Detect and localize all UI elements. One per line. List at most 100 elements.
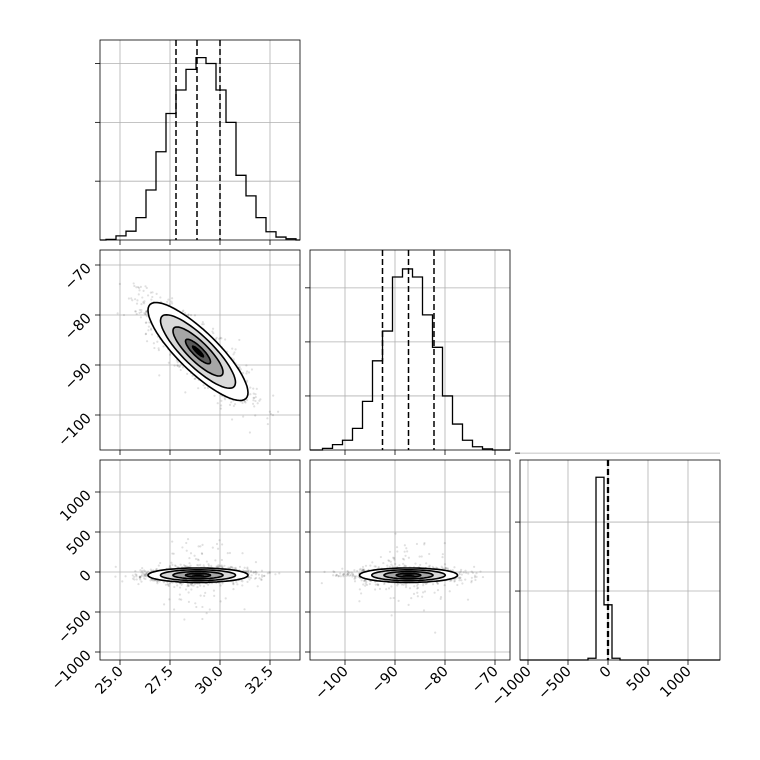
scatter-point [159,561,162,565]
scatter-point [470,581,473,584]
scatter-point [201,552,204,556]
scatter-point [147,325,151,328]
scatter-panel-2: −100 −90 −80 −70 [305,459,511,703]
scatter-point [145,310,148,313]
scatter-point [268,571,271,575]
scatter-point [230,566,234,569]
scatter-point [223,396,226,399]
scatter-point [392,596,395,600]
scatter-point [150,333,154,336]
scatter-point [133,575,136,578]
scatter-point [114,565,117,568]
scatter-point [224,597,227,600]
scatter-point [156,582,159,585]
scatter-point [471,571,475,574]
scatter-point [190,588,193,591]
scatter-point [143,573,146,576]
scatter-point [333,570,336,574]
hist-frame-0 [99,39,301,241]
scatter-point [139,316,143,319]
scatter-point [150,327,153,330]
scatter-point [416,586,420,589]
scatter-point [219,600,222,603]
scatter-point [159,296,162,299]
scatter-point [140,571,143,574]
scatter-point [136,299,139,302]
scatter-point [423,543,426,546]
scatter-point [146,570,150,573]
scatter-point [379,555,382,559]
hist-2-xtick-label-2: 0 [597,664,615,682]
scatter-point [170,300,173,303]
scatter-point [403,544,406,547]
scatter-point [332,574,335,577]
scatter-point [458,573,461,576]
scatter-point [346,573,349,576]
scatter-point [353,569,356,572]
scatter-point [349,573,352,577]
scatter-point [428,552,431,556]
scatter-point [145,321,148,324]
scatter-point [221,582,224,585]
scatter-point [260,578,263,582]
scatter-point [206,386,210,390]
scatter-point [133,578,136,581]
scatter-point [346,574,350,577]
scatter-point [144,574,147,577]
scatter-point [188,557,191,560]
scatter-point [232,404,235,408]
scatter-point [473,574,477,577]
contour-1-1 [172,570,224,580]
scatter-point [420,555,423,558]
scatter-point [341,567,344,570]
scatter-point [178,598,181,601]
scatter-point [182,309,185,312]
contour-1-2 [159,569,237,582]
scatter-point [258,577,261,580]
scatter-point [235,581,238,584]
scatter-1-xtick-label-1: 27.5 [143,664,177,698]
scatter-point [335,574,338,577]
scatter-point [141,572,145,575]
scatter-point [363,580,366,583]
scatter-point [173,585,176,589]
scatter-point [137,293,140,296]
scatter-point [189,314,193,317]
scatter-point [436,589,440,592]
scatter-point [342,572,345,576]
contour-2-0 [395,572,422,578]
scatter-point [456,583,459,587]
scatter-point [243,400,246,403]
scatter-point [388,565,391,568]
scatter-point [423,590,427,593]
scatter-point [383,582,386,586]
scatter-point [156,340,159,343]
scatter-0-ytick-label-1: −90 [62,361,95,394]
hist-panel-0 [95,39,301,245]
scatter-point [244,401,247,404]
scatter-point [157,349,160,352]
scatter-point [181,310,184,313]
scatter-point [362,568,365,572]
scatter-point [220,337,223,340]
scatter-1-ytick-label-1: −500 [55,608,94,647]
scatter-1-ytick-label-0: −1000 [49,648,95,694]
scatter-point [433,591,436,594]
scatter-point [144,285,147,288]
scatter-point [216,547,220,550]
scatter-point [252,571,255,574]
scatter-point [243,566,246,569]
scatter-point [254,561,258,564]
scatter-point [458,571,461,574]
scatter-point [145,573,148,576]
hist-2-xtick-label-4: 1000 [657,664,694,701]
contour-0-2 [159,313,237,390]
contour-0-3 [147,301,249,402]
scatter-point [149,579,152,582]
scatter-point [197,387,200,390]
scatter-point [218,564,221,567]
scatter-point [193,314,197,317]
scatter-point [415,542,419,546]
scatter-point [260,569,264,572]
scatter-point [183,618,186,621]
